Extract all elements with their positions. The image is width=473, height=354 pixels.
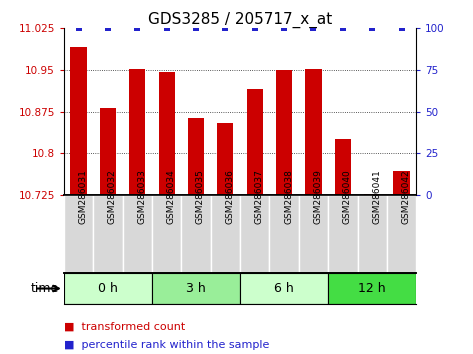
Text: GSM286039: GSM286039 xyxy=(314,170,323,224)
Text: GSM286037: GSM286037 xyxy=(255,170,264,224)
Text: time: time xyxy=(31,282,59,295)
Text: 6 h: 6 h xyxy=(274,282,294,295)
Bar xyxy=(394,171,410,195)
Bar xyxy=(64,273,152,304)
Text: GSM286034: GSM286034 xyxy=(166,170,175,224)
Bar xyxy=(181,195,210,273)
Text: GSM286036: GSM286036 xyxy=(225,170,234,224)
Bar xyxy=(328,195,358,273)
Bar xyxy=(158,72,175,195)
Bar xyxy=(123,195,152,273)
Bar xyxy=(210,195,240,273)
Text: GSM286042: GSM286042 xyxy=(402,170,411,224)
Text: 3 h: 3 h xyxy=(186,282,206,295)
Bar xyxy=(129,69,145,195)
Title: GDS3285 / 205717_x_at: GDS3285 / 205717_x_at xyxy=(148,12,332,28)
Text: ■  transformed count: ■ transformed count xyxy=(64,322,185,332)
Bar xyxy=(335,139,351,195)
Bar xyxy=(188,118,204,195)
Text: 12 h: 12 h xyxy=(359,282,386,295)
Bar xyxy=(240,195,270,273)
Bar xyxy=(299,195,328,273)
Text: GSM286031: GSM286031 xyxy=(79,170,88,224)
Text: GSM286033: GSM286033 xyxy=(137,170,146,224)
Bar xyxy=(246,89,263,195)
Bar xyxy=(64,195,93,273)
Bar xyxy=(240,273,328,304)
Bar xyxy=(152,273,240,304)
Bar xyxy=(364,194,380,195)
Text: GSM286035: GSM286035 xyxy=(196,170,205,224)
Text: GSM286040: GSM286040 xyxy=(343,170,352,224)
Text: 0 h: 0 h xyxy=(98,282,118,295)
Text: ■  percentile rank within the sample: ■ percentile rank within the sample xyxy=(64,340,269,350)
Bar xyxy=(328,273,416,304)
Bar xyxy=(152,195,181,273)
Bar xyxy=(276,70,292,195)
Text: GSM286041: GSM286041 xyxy=(372,170,381,224)
Text: GSM286038: GSM286038 xyxy=(284,170,293,224)
Bar xyxy=(217,122,234,195)
Text: GSM286032: GSM286032 xyxy=(108,170,117,224)
Bar xyxy=(306,69,322,195)
Bar xyxy=(70,47,87,195)
Bar xyxy=(358,195,387,273)
Bar xyxy=(270,195,299,273)
Bar xyxy=(387,195,416,273)
Bar xyxy=(100,108,116,195)
Bar xyxy=(93,195,123,273)
